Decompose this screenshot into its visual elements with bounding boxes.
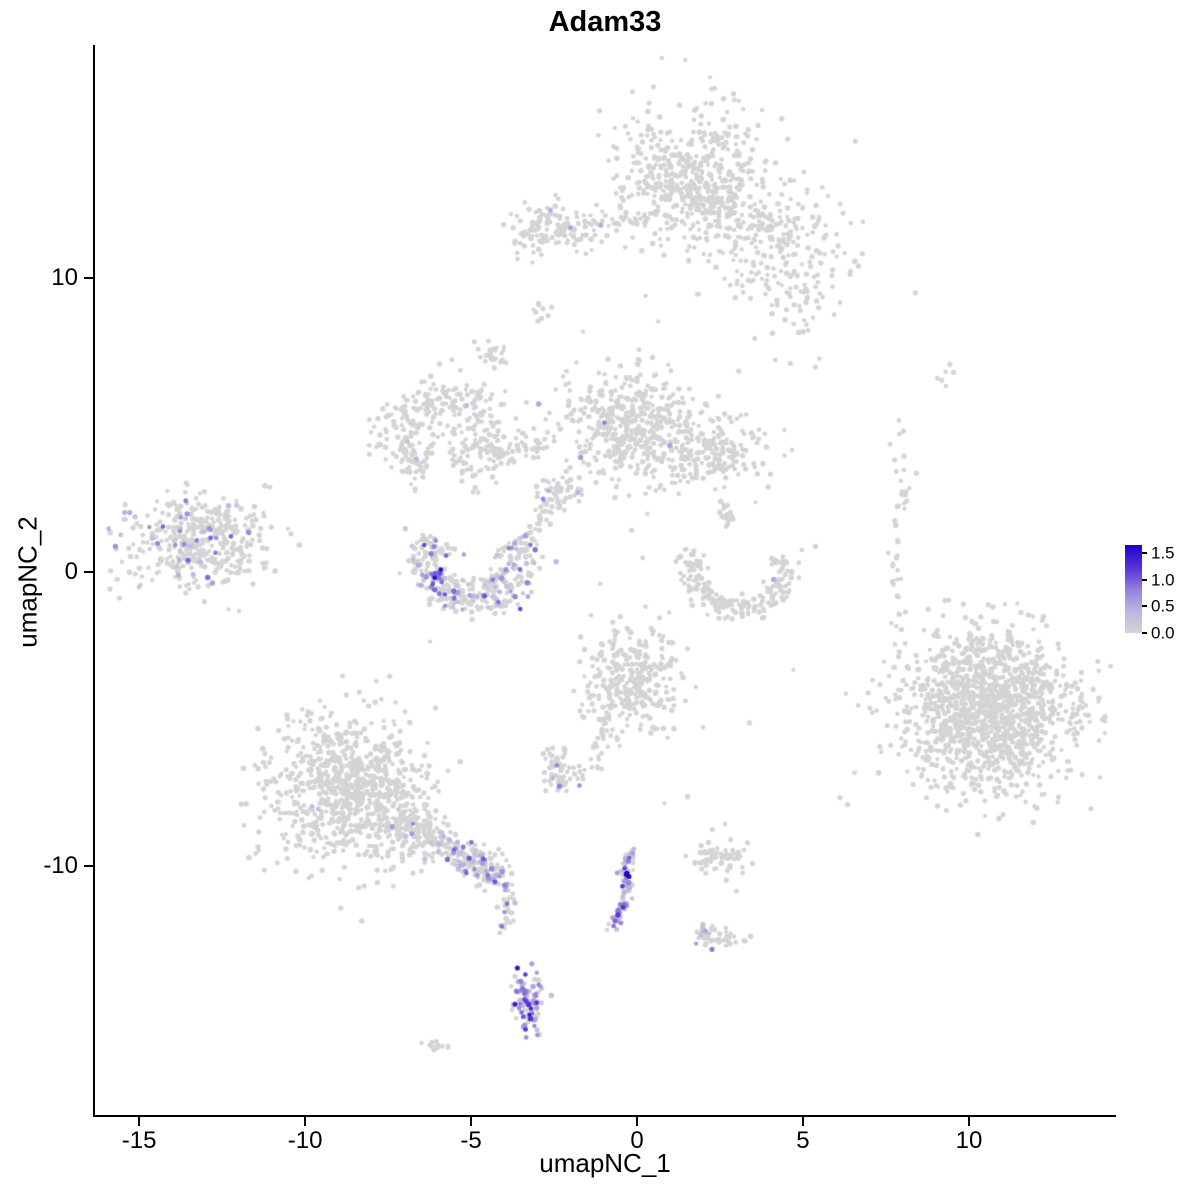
- legend-tick-label: 0.5: [1151, 596, 1175, 616]
- y-tick-mark: [84, 277, 93, 280]
- x-tick-label: 0: [630, 1127, 644, 1154]
- x-tick-mark: [636, 1117, 639, 1126]
- legend: 1.5 1.0 0.5 0.0: [1125, 545, 1200, 645]
- x-tick-label: -15: [121, 1127, 157, 1154]
- x-tick-mark: [138, 1117, 141, 1126]
- x-tick-mark: [801, 1117, 804, 1126]
- legend-tick-label: 1.0: [1151, 570, 1175, 590]
- x-tick-label: -10: [287, 1127, 323, 1154]
- y-tick-mark: [84, 865, 93, 868]
- x-tick-mark: [470, 1117, 473, 1126]
- x-tick-mark: [967, 1117, 970, 1126]
- legend-colorbar: [1125, 545, 1142, 633]
- chart-title: Adam33: [548, 6, 662, 38]
- y-tick-label: 0: [64, 558, 78, 586]
- y-axis-line: [93, 45, 95, 1117]
- legend-tick-mark: [1142, 552, 1147, 554]
- y-tick-mark: [84, 571, 93, 574]
- x-axis-line: [93, 1115, 1116, 1117]
- legend-tick-mark: [1142, 605, 1147, 608]
- x-tick-label: -5: [460, 1127, 482, 1154]
- legend-tick-label: 0.0: [1151, 623, 1175, 643]
- x-tick-label: 5: [796, 1127, 810, 1154]
- x-axis-title: umapNC_1: [539, 1148, 671, 1178]
- x-tick-label: 10: [955, 1127, 983, 1154]
- y-tick-label: -10: [43, 852, 78, 880]
- legend-tick-mark: [1142, 578, 1147, 581]
- legend-tick-label: 1.5: [1151, 543, 1175, 563]
- y-tick-label: 10: [51, 264, 78, 292]
- legend-tick-mark: [1142, 632, 1147, 634]
- x-tick-mark: [304, 1117, 307, 1126]
